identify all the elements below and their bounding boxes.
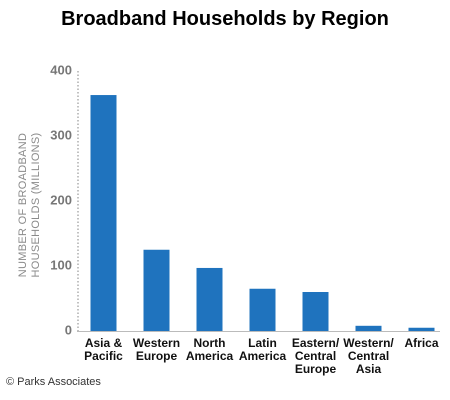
bar: [302, 292, 329, 331]
y-tick-label: 300: [50, 127, 72, 142]
bar: [90, 95, 117, 331]
chart-title: Broadband Households by Region: [61, 8, 389, 30]
x-tick-label: Latin America: [238, 336, 287, 363]
x-tick-label: Eastern/ Central Europe: [291, 336, 340, 376]
y-tick-label: 200: [50, 192, 72, 207]
bar: [355, 325, 382, 331]
bar: [249, 288, 276, 331]
bar: [408, 327, 435, 331]
x-tick-label: North America: [185, 336, 234, 363]
y-tick-label: 400: [50, 62, 72, 77]
y-axis-label: NUMBER OF BROADBAND HOUSEHOLDS (MILLIONS…: [17, 132, 42, 278]
x-tick-label: Africa: [404, 336, 439, 350]
y-tick-label: 100: [50, 257, 72, 272]
source: © Parks Associates: [6, 376, 101, 388]
x-tick-label: Asia & Pacific: [84, 336, 123, 363]
bar: [196, 267, 223, 331]
y-tick-label: 0: [65, 322, 72, 337]
bar: [143, 249, 170, 331]
x-tick-label: Western/ Central Asia: [343, 336, 394, 376]
x-tick-label: Western Europe: [132, 336, 181, 363]
